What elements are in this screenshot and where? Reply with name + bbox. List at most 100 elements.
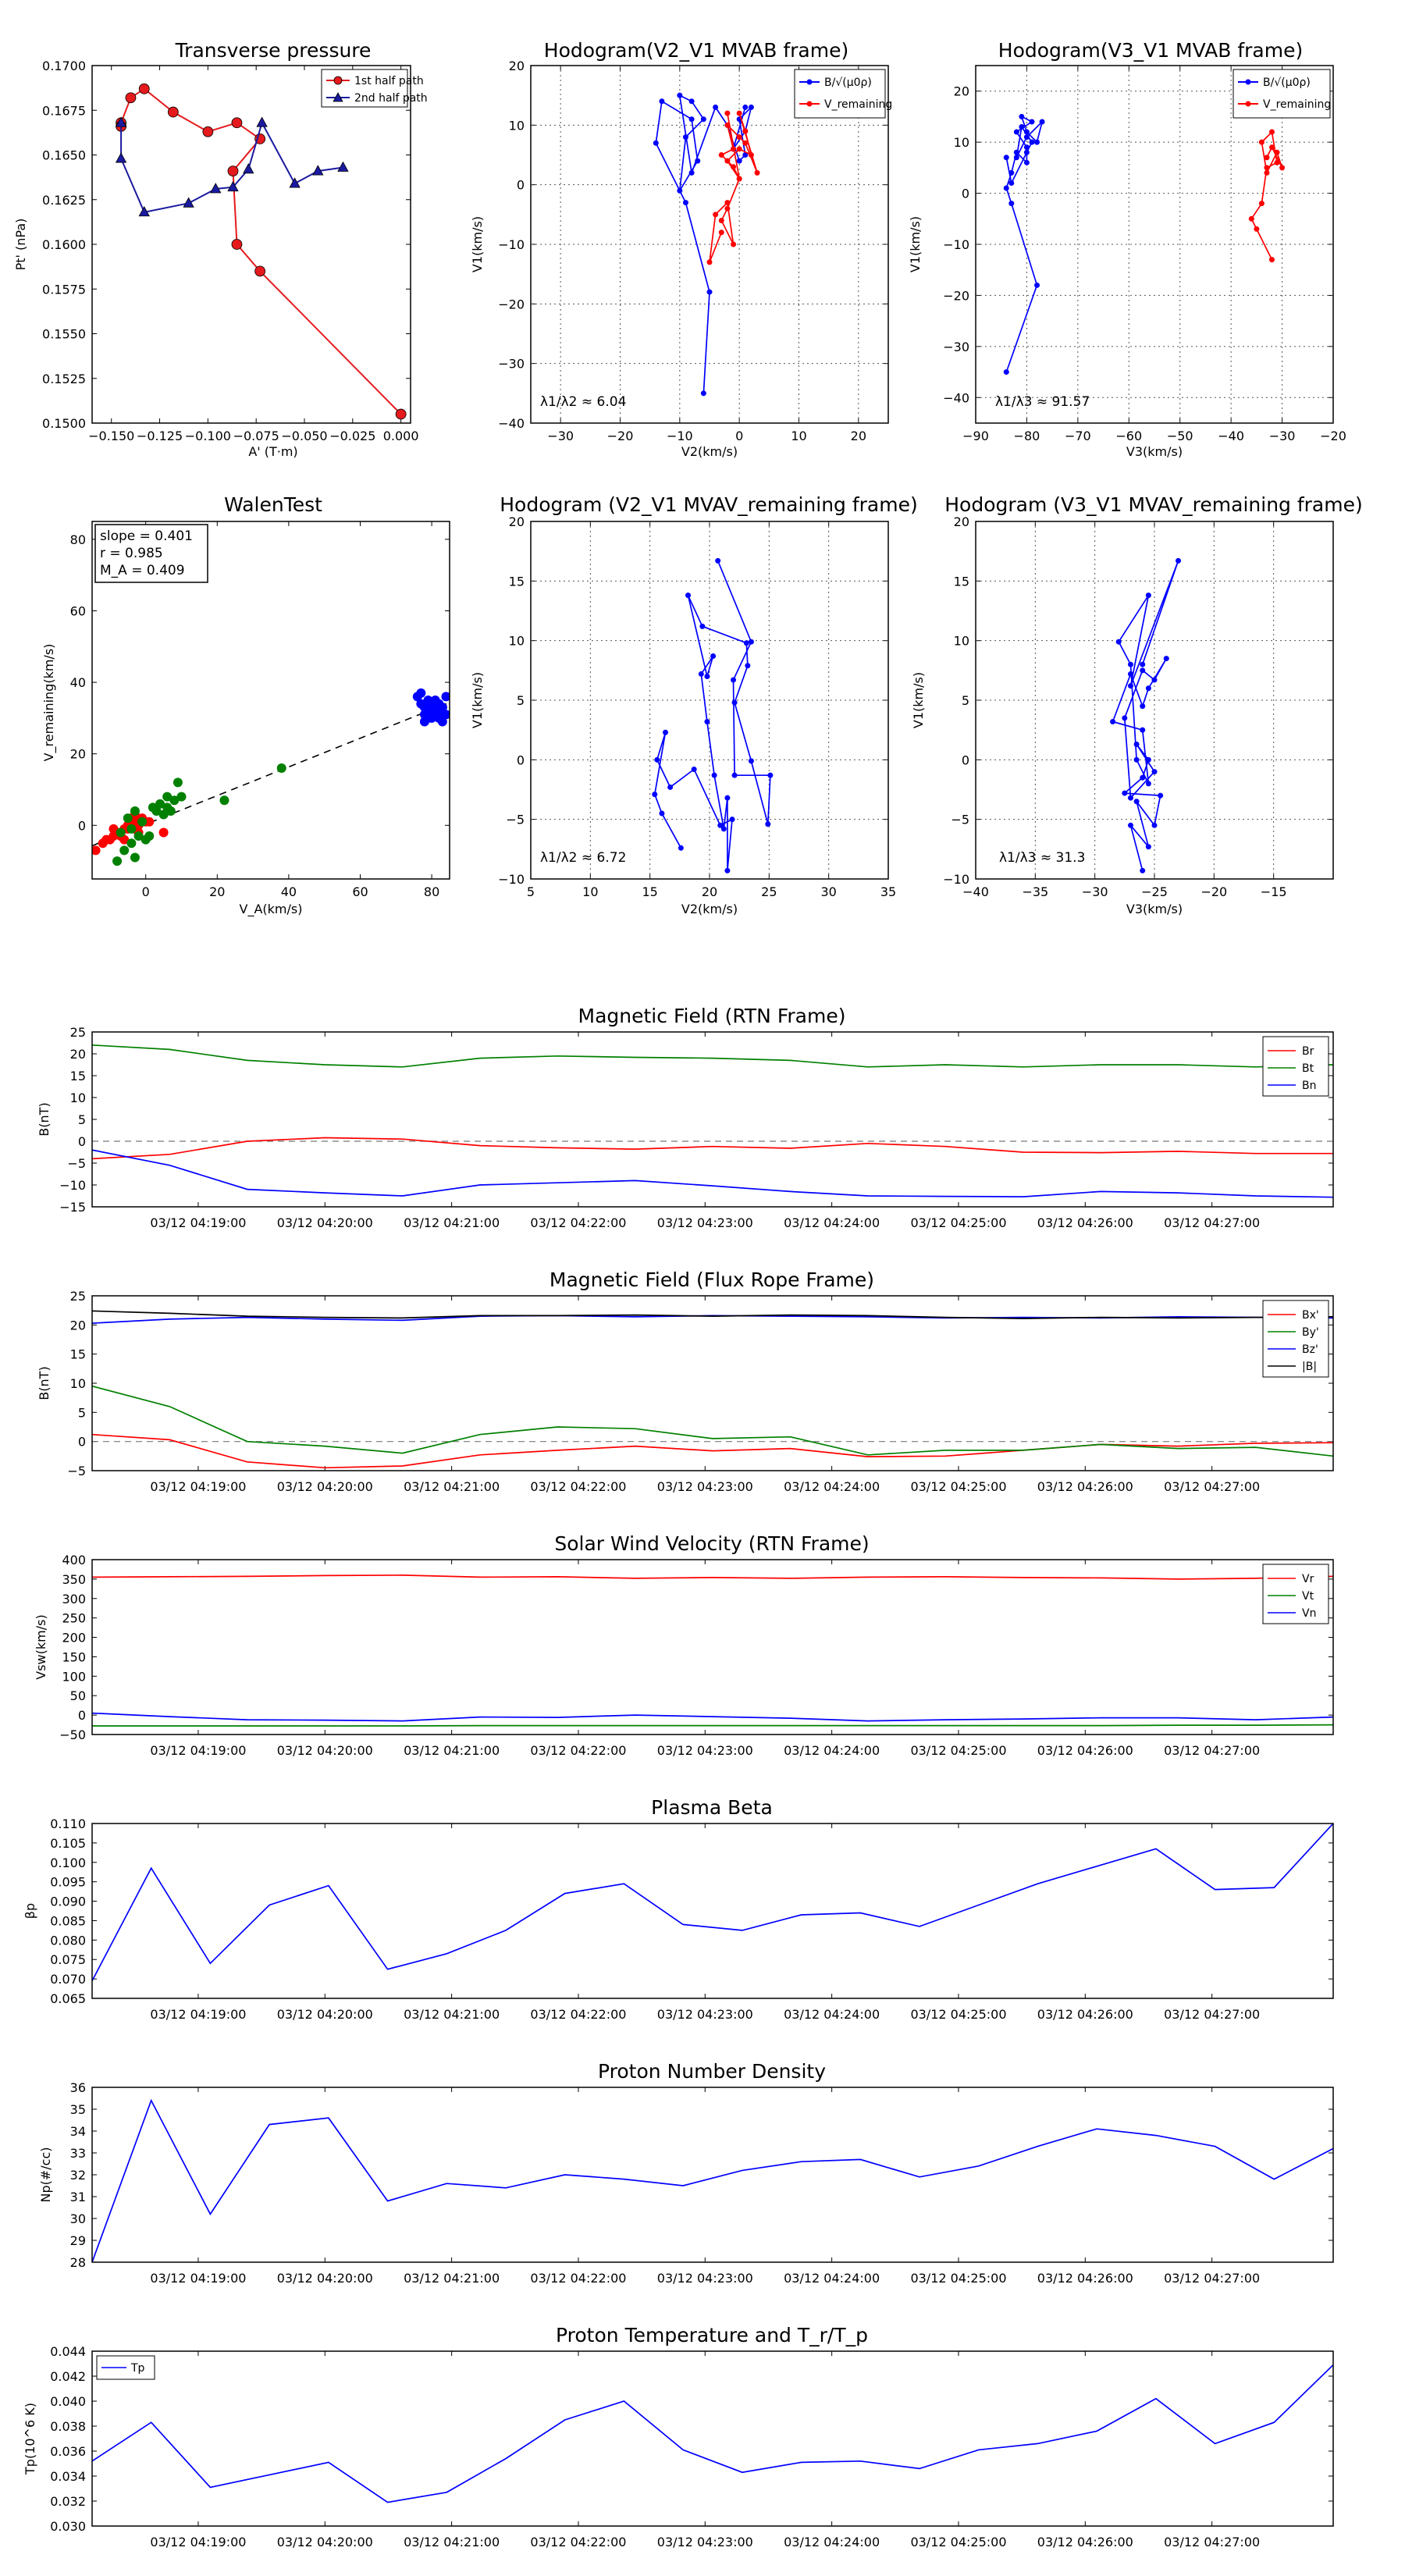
y-tick-label: 0.1600 [42, 237, 86, 252]
data-point [125, 92, 137, 104]
chart-title: Hodogram(V2_V1 MVAB frame) [544, 39, 848, 62]
x-tick-label: 03/12 04:19:00 [150, 1479, 246, 1494]
x-tick-label: 03/12 04:20:00 [277, 2271, 373, 2286]
y-tick-label: 5 [78, 1112, 86, 1127]
data-point [1264, 155, 1270, 161]
x-tick-label: 03/12 04:23:00 [657, 2271, 753, 2286]
plot-frame [530, 521, 889, 880]
data-point [115, 116, 127, 127]
x-tick-label: −10 [667, 429, 693, 443]
data-point [688, 169, 695, 176]
y-tick-label: 0.090 [50, 1895, 86, 1909]
data-point [688, 116, 695, 123]
data-point [742, 128, 749, 134]
data-point [158, 809, 169, 820]
data-point [1279, 165, 1286, 171]
x-axis-label: V2(km/s) [681, 444, 738, 459]
plot-frame [91, 1823, 1334, 1999]
x-tick-label: 03/12 04:21:00 [404, 1743, 500, 1758]
y-tick-label: −40 [498, 416, 525, 431]
x-tick-label: 03/12 04:23:00 [657, 2535, 753, 2549]
y-tick-label: 34 [70, 2124, 86, 2139]
legend: B/√(μ0ρ) V_remaining [794, 69, 892, 119]
x-tick-label: 03/12 04:23:00 [657, 1215, 753, 1230]
data-point [1115, 639, 1122, 645]
data-point [1023, 159, 1030, 165]
data-point [715, 557, 721, 564]
x-tick-label: 03/12 04:20:00 [277, 1215, 373, 1230]
data-point [695, 158, 701, 164]
data-point [312, 165, 324, 176]
data-point [227, 165, 239, 177]
x-tick-label: 03/12 04:25:00 [910, 1215, 1006, 1230]
series-line [92, 2098, 1333, 2262]
x-tick-label: −35 [1022, 884, 1048, 899]
data-point [1127, 822, 1133, 828]
data-point [1127, 671, 1133, 677]
data-point [731, 241, 737, 247]
x-tick-label: 03/12 04:23:00 [657, 1479, 753, 1494]
data-point [748, 639, 754, 645]
y-tick-label: 40 [70, 675, 86, 690]
eigenvalue-ratio: λ1/λ3 ≈ 31.3 [999, 850, 1085, 866]
data-point [731, 677, 737, 683]
data-point [700, 116, 706, 123]
x-tick-label: 03/12 04:26:00 [1037, 2007, 1133, 2022]
data-point [678, 845, 684, 851]
x-tick-label: 03/12 04:26:00 [1037, 2535, 1133, 2549]
data-point [1019, 124, 1025, 130]
x-tick-label: −30 [1082, 884, 1108, 899]
data-point [713, 104, 719, 110]
data-point [158, 827, 169, 838]
series-line [92, 1574, 1333, 1580]
data-point [720, 826, 727, 832]
data-point [155, 799, 165, 809]
y-tick-label: −20 [943, 288, 969, 303]
plot-frame [91, 1559, 1334, 1735]
y-tick-label: 15 [70, 1069, 86, 1083]
x-tick-label: 25 [761, 884, 777, 899]
y-tick-label: −10 [498, 237, 525, 252]
chart-title: Magnetic Field (RTN Frame) [578, 1005, 846, 1027]
y-tick-label: 200 [62, 1631, 86, 1646]
x-tick-label: −20 [607, 429, 634, 443]
x-tick-label: 03/12 04:20:00 [277, 1743, 373, 1758]
magnetic-field-flux-rope-panel: Magnetic Field (Flux Rope Frame) −5 0 5 10 1… [37, 1268, 1334, 1494]
x-tick-label: 03/12 04:27:00 [1164, 2535, 1260, 2549]
chart-title: WalenTest [224, 493, 322, 516]
x-tick-label: 0 [735, 429, 743, 443]
x-tick-label: 03/12 04:27:00 [1164, 1215, 1260, 1230]
x-tick-label: 03/12 04:22:00 [530, 2535, 626, 2549]
data-point [1023, 134, 1030, 141]
data-point [1140, 703, 1146, 710]
hodogram-mvav-v3-panel: Hodogram (V3_V1 MVAV_remaining frame) −1… [911, 493, 1363, 916]
series-line [92, 1137, 1333, 1160]
y-tick-label: 0 [962, 187, 969, 201]
legend-entry: Vr [1302, 1573, 1314, 1585]
data-point [183, 197, 194, 208]
data-point [1176, 557, 1182, 564]
y-tick-label: 0.1650 [42, 148, 86, 163]
y-tick-label: 0.1575 [42, 282, 86, 297]
y-tick-label: 25 [70, 1289, 86, 1304]
data-point [1140, 774, 1146, 781]
data-point [119, 834, 130, 845]
data-point [119, 845, 130, 856]
x-tick-label: 03/12 04:19:00 [150, 2535, 246, 2549]
x-tick-label: 03/12 04:27:00 [1164, 2271, 1260, 2286]
x-tick-label: −20 [1320, 429, 1346, 443]
y-tick-label: 50 [70, 1688, 86, 1703]
data-point [1158, 792, 1164, 799]
y-tick-label: 150 [62, 1649, 86, 1664]
y-tick-label: 10 [954, 135, 969, 150]
data-point [717, 822, 724, 828]
x-tick-label: −0.025 [329, 429, 375, 443]
x-tick-label: 03/12 04:27:00 [1164, 1743, 1260, 1758]
plot-frame [91, 1031, 1334, 1208]
series-line [653, 560, 771, 871]
data-point [1145, 685, 1151, 692]
data-point [767, 772, 774, 778]
data-point [713, 212, 719, 218]
data-point [1133, 799, 1140, 805]
